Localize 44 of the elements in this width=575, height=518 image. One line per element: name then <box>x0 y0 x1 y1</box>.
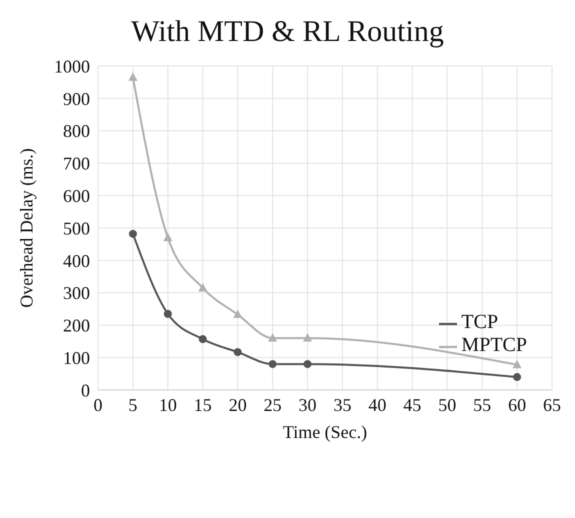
legend-label: TCP <box>461 311 498 333</box>
y-tick-label: 100 <box>63 348 90 368</box>
legend-label: MPTCP <box>461 334 527 356</box>
y-tick-label: 200 <box>63 316 90 336</box>
point <box>303 333 312 342</box>
x-tick-label: 20 <box>228 394 247 415</box>
y-axis-title: Overhead Delay (ms.) <box>16 148 36 308</box>
point <box>513 373 522 382</box>
x-axis-title: Time (Sec.) <box>282 422 368 442</box>
x-tick-label: 10 <box>158 394 177 415</box>
y-tick-label: 300 <box>63 283 90 304</box>
point <box>233 310 242 318</box>
point <box>163 232 172 242</box>
x-tick-label: 45 <box>403 394 422 415</box>
point <box>512 360 522 368</box>
point <box>128 230 137 238</box>
y-tick-label: 500 <box>63 218 90 238</box>
x-tick-label: 15 <box>194 394 212 415</box>
x-tick-label: 30 <box>298 394 317 415</box>
point <box>198 335 207 344</box>
point <box>198 282 208 292</box>
x-tick-label: 35 <box>333 394 352 415</box>
x-tick-label: 65 <box>543 394 561 415</box>
y-tick-label: 600 <box>63 186 90 206</box>
y-tick-label: 900 <box>63 88 90 109</box>
y-tick-label: 400 <box>63 250 90 271</box>
point <box>128 72 138 81</box>
x-tick-label: 0 <box>94 394 102 415</box>
x-tick-label: 40 <box>368 394 386 415</box>
y-tick-label: 800 <box>63 121 90 142</box>
x-tick-label: 55 <box>473 394 492 415</box>
y-tick-label: 1000 <box>54 56 90 76</box>
y-tick-label: 700 <box>63 154 90 174</box>
x-tick-label: 50 <box>438 394 456 415</box>
point <box>164 310 172 318</box>
point <box>234 348 242 356</box>
point <box>268 333 278 342</box>
y-tick-label: 0 <box>81 380 90 400</box>
chart-title: With MTD & RL Routing <box>130 14 445 50</box>
x-tick-label: 60 <box>508 394 526 415</box>
point <box>268 360 277 368</box>
x-tick-label: 5 <box>128 394 138 415</box>
point <box>304 360 312 368</box>
x-tick-label: 25 <box>264 394 282 415</box>
